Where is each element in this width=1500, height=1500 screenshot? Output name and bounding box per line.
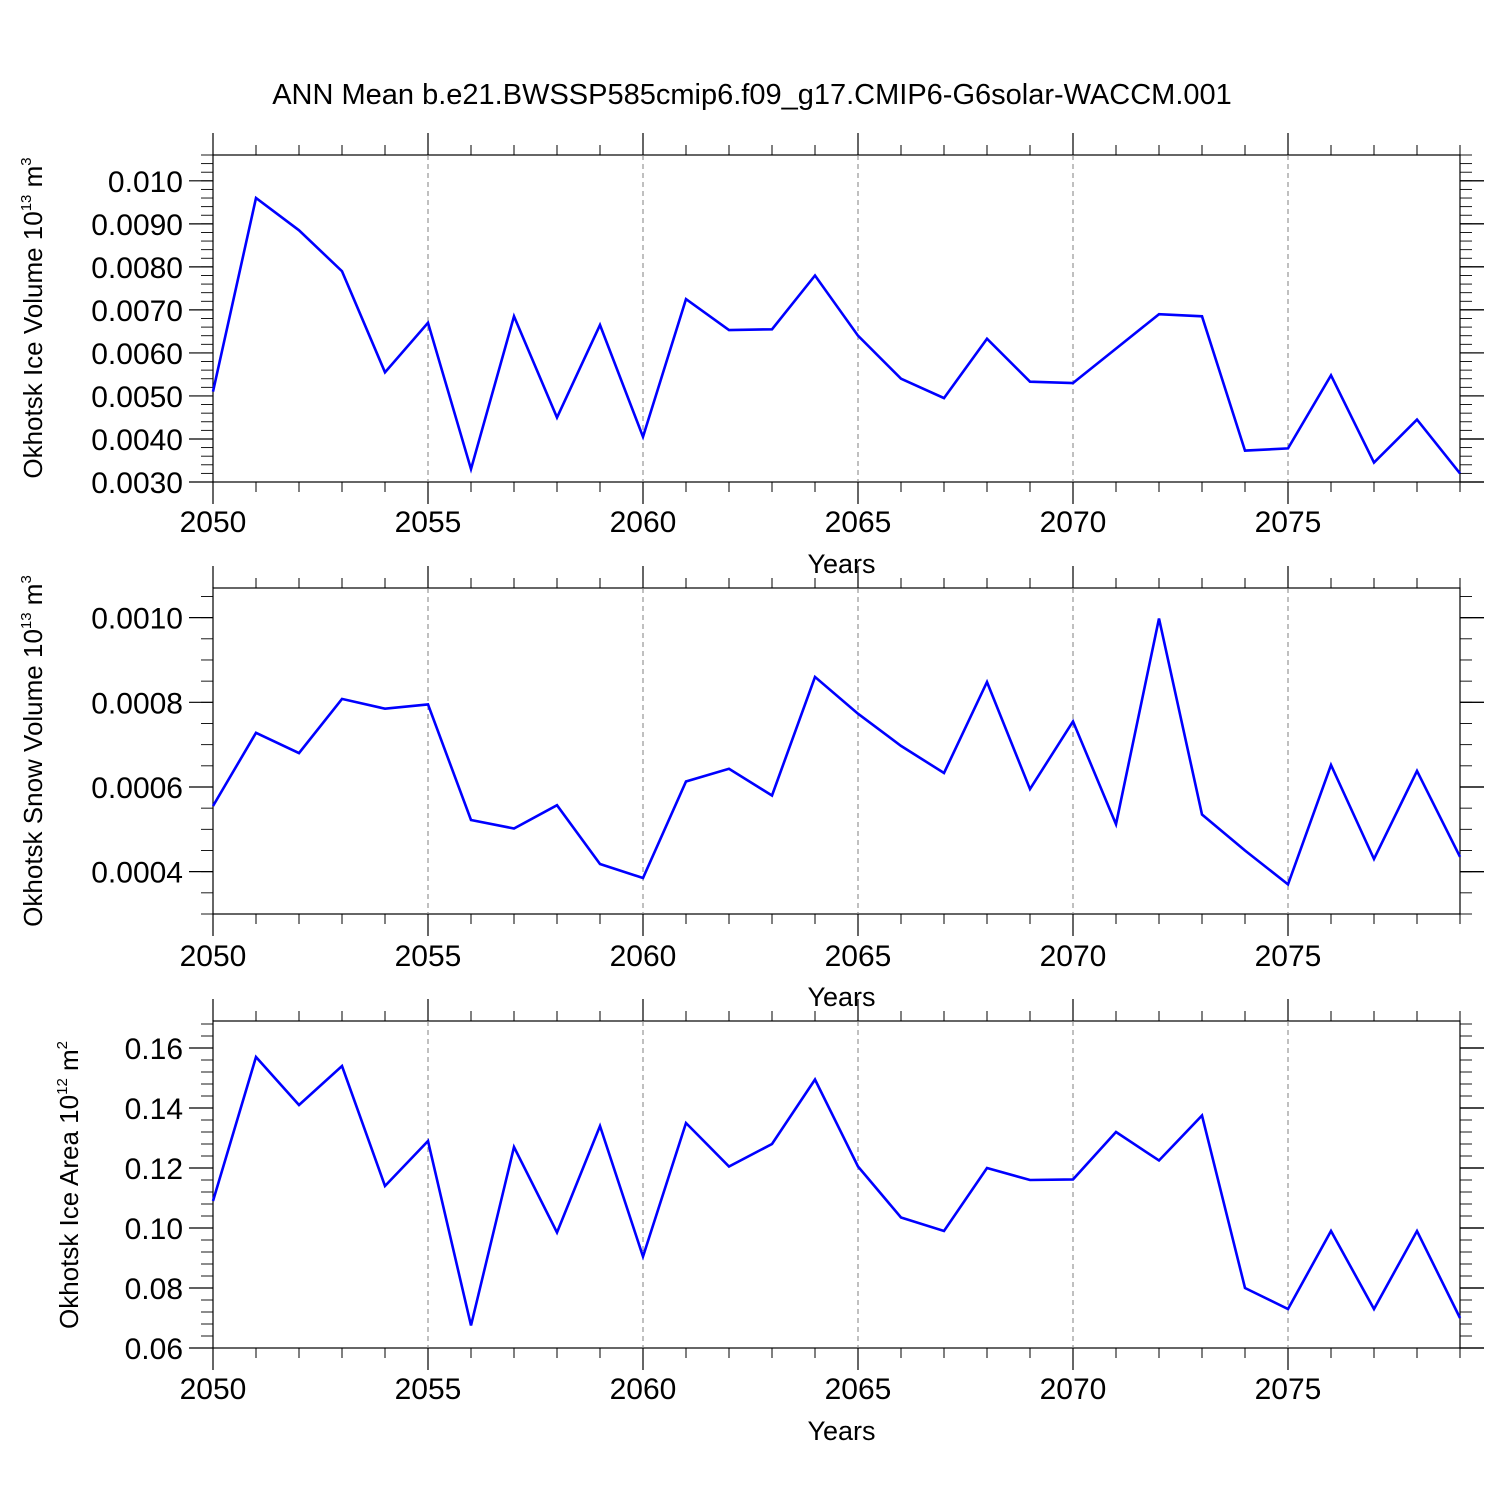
chart-panel-1: 2050 2055 2060 2065 2070 2075 0.0030 0.0040 0.00… <box>18 133 1484 579</box>
x-tick-label: 2060 <box>610 506 677 539</box>
x-axis-label: Years <box>807 549 875 579</box>
y-axis-label: Okhotsk Snow Volume 1013 m3 <box>18 575 48 927</box>
x-tick-label: 2065 <box>825 1373 892 1406</box>
y-axis-label: Okhotsk Ice Area 1012 m2 <box>54 1041 84 1329</box>
y-tick-label: 0.0004 <box>91 857 183 890</box>
x-tick-label: 2060 <box>610 940 677 973</box>
y-tick-label: 0.06 <box>125 1333 183 1366</box>
series-line <box>211 1054 1462 1326</box>
y-tick-label: 0.0010 <box>91 603 183 636</box>
x-tick-label: 2075 <box>1255 940 1322 973</box>
x-tick-label: 2070 <box>1040 940 1107 973</box>
y-tick-label: 0.16 <box>125 1033 183 1066</box>
x-axis-label: Years <box>807 1416 875 1446</box>
chart-panel-3: 2050 2055 2060 2065 2070 2075 0.06 0.08 0.10 0.12… <box>54 999 1484 1446</box>
series-line <box>211 195 1462 475</box>
x-tick-label: 2075 <box>1255 506 1322 539</box>
y-tick-label: 0.010 <box>108 166 183 199</box>
x-tick-label: 2060 <box>610 1373 677 1406</box>
y-tick-label: 0.12 <box>125 1153 183 1186</box>
y-tick-label: 0.08 <box>125 1273 183 1306</box>
y-tick-label: 0.0030 <box>91 467 183 500</box>
x-tick-label: 2065 <box>825 940 892 973</box>
y-tick-label: 0.0090 <box>91 209 183 242</box>
y-tick-label: 0.14 <box>125 1093 183 1126</box>
y-tick-label: 0.0060 <box>91 338 183 371</box>
x-tick-label: 2065 <box>825 506 892 539</box>
x-tick-label: 2055 <box>395 1373 462 1406</box>
x-tick-label: 2050 <box>180 940 247 973</box>
x-tick-label: 2050 <box>180 506 247 539</box>
x-tick-label: 2050 <box>180 1373 247 1406</box>
series-line <box>211 618 1462 887</box>
x-tick-label: 2070 <box>1040 1373 1107 1406</box>
x-tick-label: 2070 <box>1040 506 1107 539</box>
y-tick-label: 0.0080 <box>91 252 183 285</box>
y-tick-label: 0.0070 <box>91 295 183 328</box>
x-tick-label: 2075 <box>1255 1373 1322 1406</box>
panels: 2050 2055 2060 2065 2070 2075 0.0030 0.0040 0.00… <box>18 133 1484 1446</box>
plot-frame <box>212 1020 1461 1349</box>
y-tick-label: 0.0006 <box>91 772 183 805</box>
y-tick-label: 0.0040 <box>91 424 183 457</box>
plot-frame <box>212 587 1461 915</box>
figure-title: ANN Mean b.e21.BWSSP585cmip6.f09_g17.CMI… <box>272 79 1232 111</box>
x-tick-label: 2055 <box>395 940 462 973</box>
y-tick-label: 0.0008 <box>91 687 183 720</box>
chart-panel-2: 2050 2055 2060 2065 2070 2075 0.0004 0.0006 0.00… <box>18 566 1484 1012</box>
plot-frame <box>212 154 1461 483</box>
x-tick-label: 2055 <box>395 506 462 539</box>
y-axis-label: Okhotsk Ice Volume 1013 m3 <box>18 157 48 478</box>
x-axis-label: Years <box>807 982 875 1012</box>
y-tick-label: 0.0050 <box>91 381 183 414</box>
y-tick-label: 0.10 <box>125 1213 183 1246</box>
